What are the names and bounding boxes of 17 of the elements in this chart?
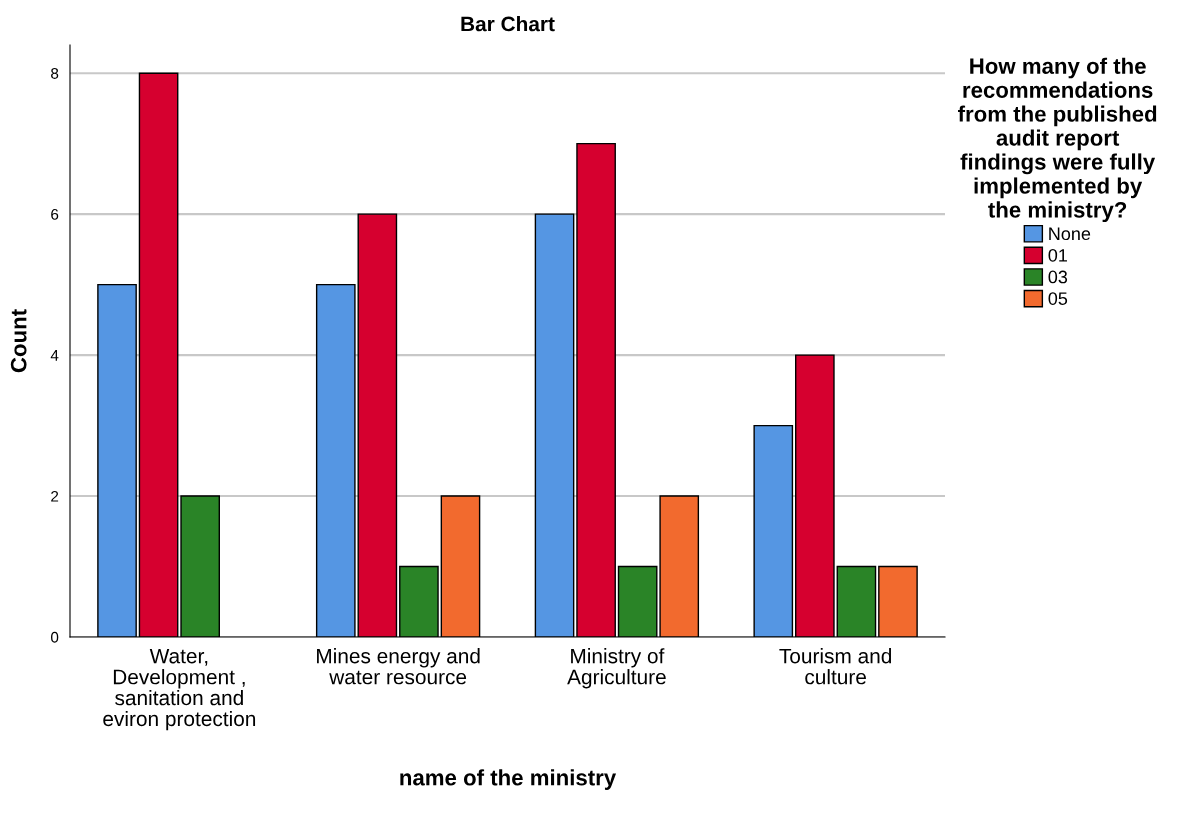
x-tick-label: Water, Development , sanitation and eviron protection [103, 648, 256, 731]
y-axis-title: Count [10, 309, 27, 373]
y-tick-label: 8 [51, 68, 59, 79]
legend-label: 01 [1048, 248, 1067, 262]
legend-title: How many of the recommendations from the published audit report findings were fully implemented by the ministry? [958, 57, 1157, 223]
x-tick-label: Tourism and culture [779, 648, 892, 685]
legend-label: 03 [1048, 270, 1068, 284]
y-tick-label: 2 [51, 490, 59, 502]
x-tick-label: Ministry of Agriculture [567, 648, 666, 689]
chart-title: Bar Chart [461, 16, 555, 32]
y-tick-label: 0 [50, 631, 59, 643]
y-tick-label: 4 [50, 350, 59, 361]
y-tick-label: 6 [51, 209, 59, 220]
x-tick-label: Mines energy and water resource [317, 648, 480, 685]
legend-label: 05 [1048, 292, 1068, 305]
x-axis-title: name of the ministry [400, 769, 617, 790]
legend-label: None [1049, 227, 1091, 241]
